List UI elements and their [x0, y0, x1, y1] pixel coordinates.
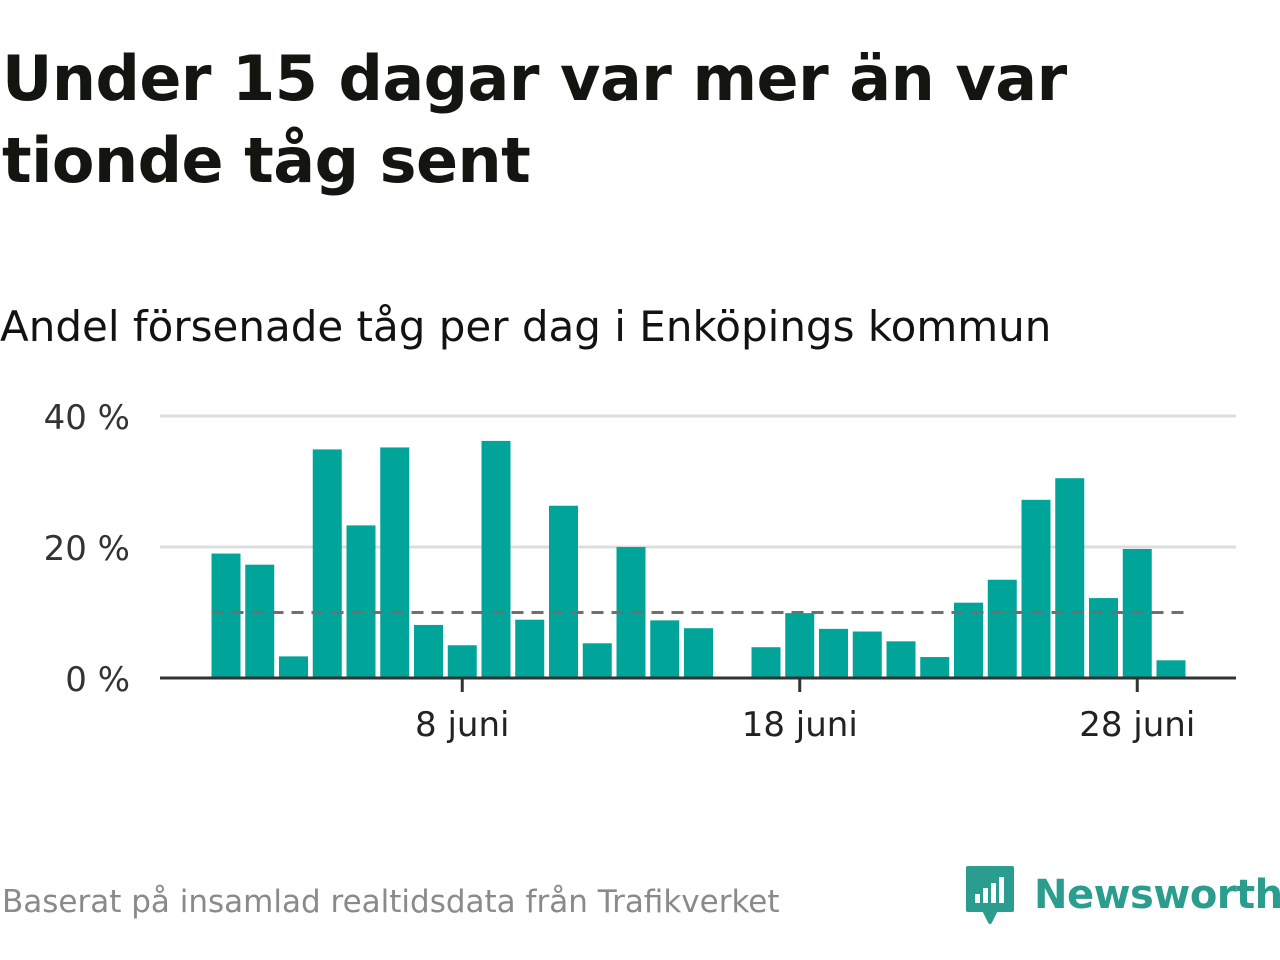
bar	[852, 631, 882, 678]
bar	[211, 553, 241, 678]
x-tick-label: 28 juni	[1079, 705, 1195, 745]
axes: 0 % 20 % 40 % 8 juni 18 juni 28 juni	[44, 398, 1236, 745]
bar	[954, 602, 983, 678]
bar	[582, 643, 612, 678]
bar	[481, 440, 511, 678]
bar	[650, 620, 680, 678]
newsworthy-logo-icon	[966, 866, 1014, 924]
brand-name: Newsworthy	[1034, 872, 1280, 918]
bar	[785, 613, 815, 678]
source-note: Baserat på insamlad realtidsdata från Tr…	[2, 884, 780, 920]
y-tick-label: 40 %	[44, 398, 130, 438]
bar	[684, 628, 713, 678]
bar	[245, 564, 275, 678]
x-tick-label: 18 juni	[742, 705, 858, 745]
y-tick-label: 20 %	[44, 529, 130, 569]
bars	[211, 440, 1186, 678]
bar	[1021, 499, 1051, 678]
bar	[987, 579, 1017, 678]
chart-title: Under 15 dagar var mer än var tionde tåg…	[2, 42, 1067, 197]
bar	[447, 645, 477, 678]
bar	[279, 656, 308, 678]
bar	[886, 641, 916, 678]
bar	[751, 647, 781, 678]
bar	[819, 628, 848, 678]
bar	[312, 449, 342, 678]
chart-subtitle: Andel försenade tåg per dag i Enköpings …	[0, 302, 1052, 351]
bar	[346, 525, 376, 678]
y-tick-label: 0 %	[65, 660, 130, 700]
bar	[920, 657, 950, 678]
bar	[380, 447, 410, 678]
bar	[414, 624, 443, 678]
bar	[515, 619, 545, 678]
bar	[1156, 660, 1186, 678]
x-tick-label: 8 juni	[415, 705, 509, 745]
bar	[1089, 598, 1118, 678]
brand-logo: Newsworthy	[964, 862, 1280, 928]
bar	[549, 505, 578, 678]
bar	[1055, 478, 1085, 678]
bar-chart: 0 % 20 % 40 % 8 juni 18 juni 28 juni	[44, 398, 1236, 745]
